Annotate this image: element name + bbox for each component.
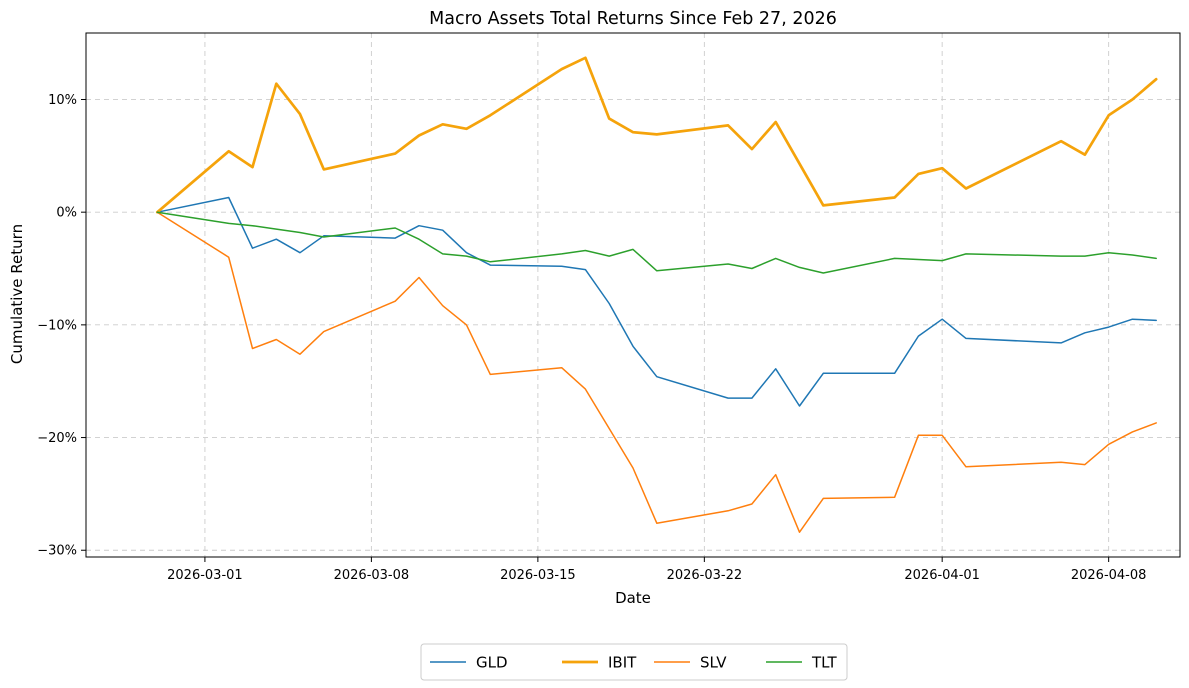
x-axis-ticks: 2026-03-01 2026-03-08 2026-03-15 2026-03-22… xyxy=(167,557,1146,583)
y-tick-label: −10% xyxy=(37,318,77,333)
x-tick-label: 2026-03-22 xyxy=(667,568,743,583)
y-axis-ticks: −30% −20% −10% 0% 10% xyxy=(37,93,86,559)
x-axis-label: Date xyxy=(615,589,651,607)
legend-label-slv: SLV xyxy=(700,654,727,672)
series-lines xyxy=(155,56,1158,533)
y-axis-label: Cumulative Return xyxy=(8,224,26,364)
legend-label-tlt: TLT xyxy=(811,654,837,672)
series-line-ibit xyxy=(155,56,1158,214)
legend-label-ibit: IBIT xyxy=(608,654,637,672)
series-line-gld xyxy=(156,196,1157,407)
x-tick-label: 2026-03-01 xyxy=(167,568,243,583)
y-tick-label: 10% xyxy=(48,93,77,108)
y-tick-label: −20% xyxy=(37,431,77,446)
plot-frame xyxy=(85,32,1181,558)
y-tick-label: 0% xyxy=(56,206,77,221)
legend-label-gld: GLD xyxy=(476,654,508,672)
chart-title: Macro Assets Total Returns Since Feb 27,… xyxy=(429,9,837,29)
legend-box xyxy=(420,643,848,681)
x-tick-label: 2026-04-01 xyxy=(904,568,980,583)
legend: GLD IBIT SLV TLT xyxy=(420,643,848,681)
x-tick-label: 2026-03-15 xyxy=(500,568,576,583)
x-tick-label: 2026-04-08 xyxy=(1071,568,1147,583)
y-tick-label: −30% xyxy=(37,544,77,559)
series-line-tlt xyxy=(156,211,1157,274)
series-line-slv xyxy=(156,211,1157,533)
x-tick-label: 2026-03-08 xyxy=(334,568,410,583)
grid xyxy=(86,33,1180,557)
